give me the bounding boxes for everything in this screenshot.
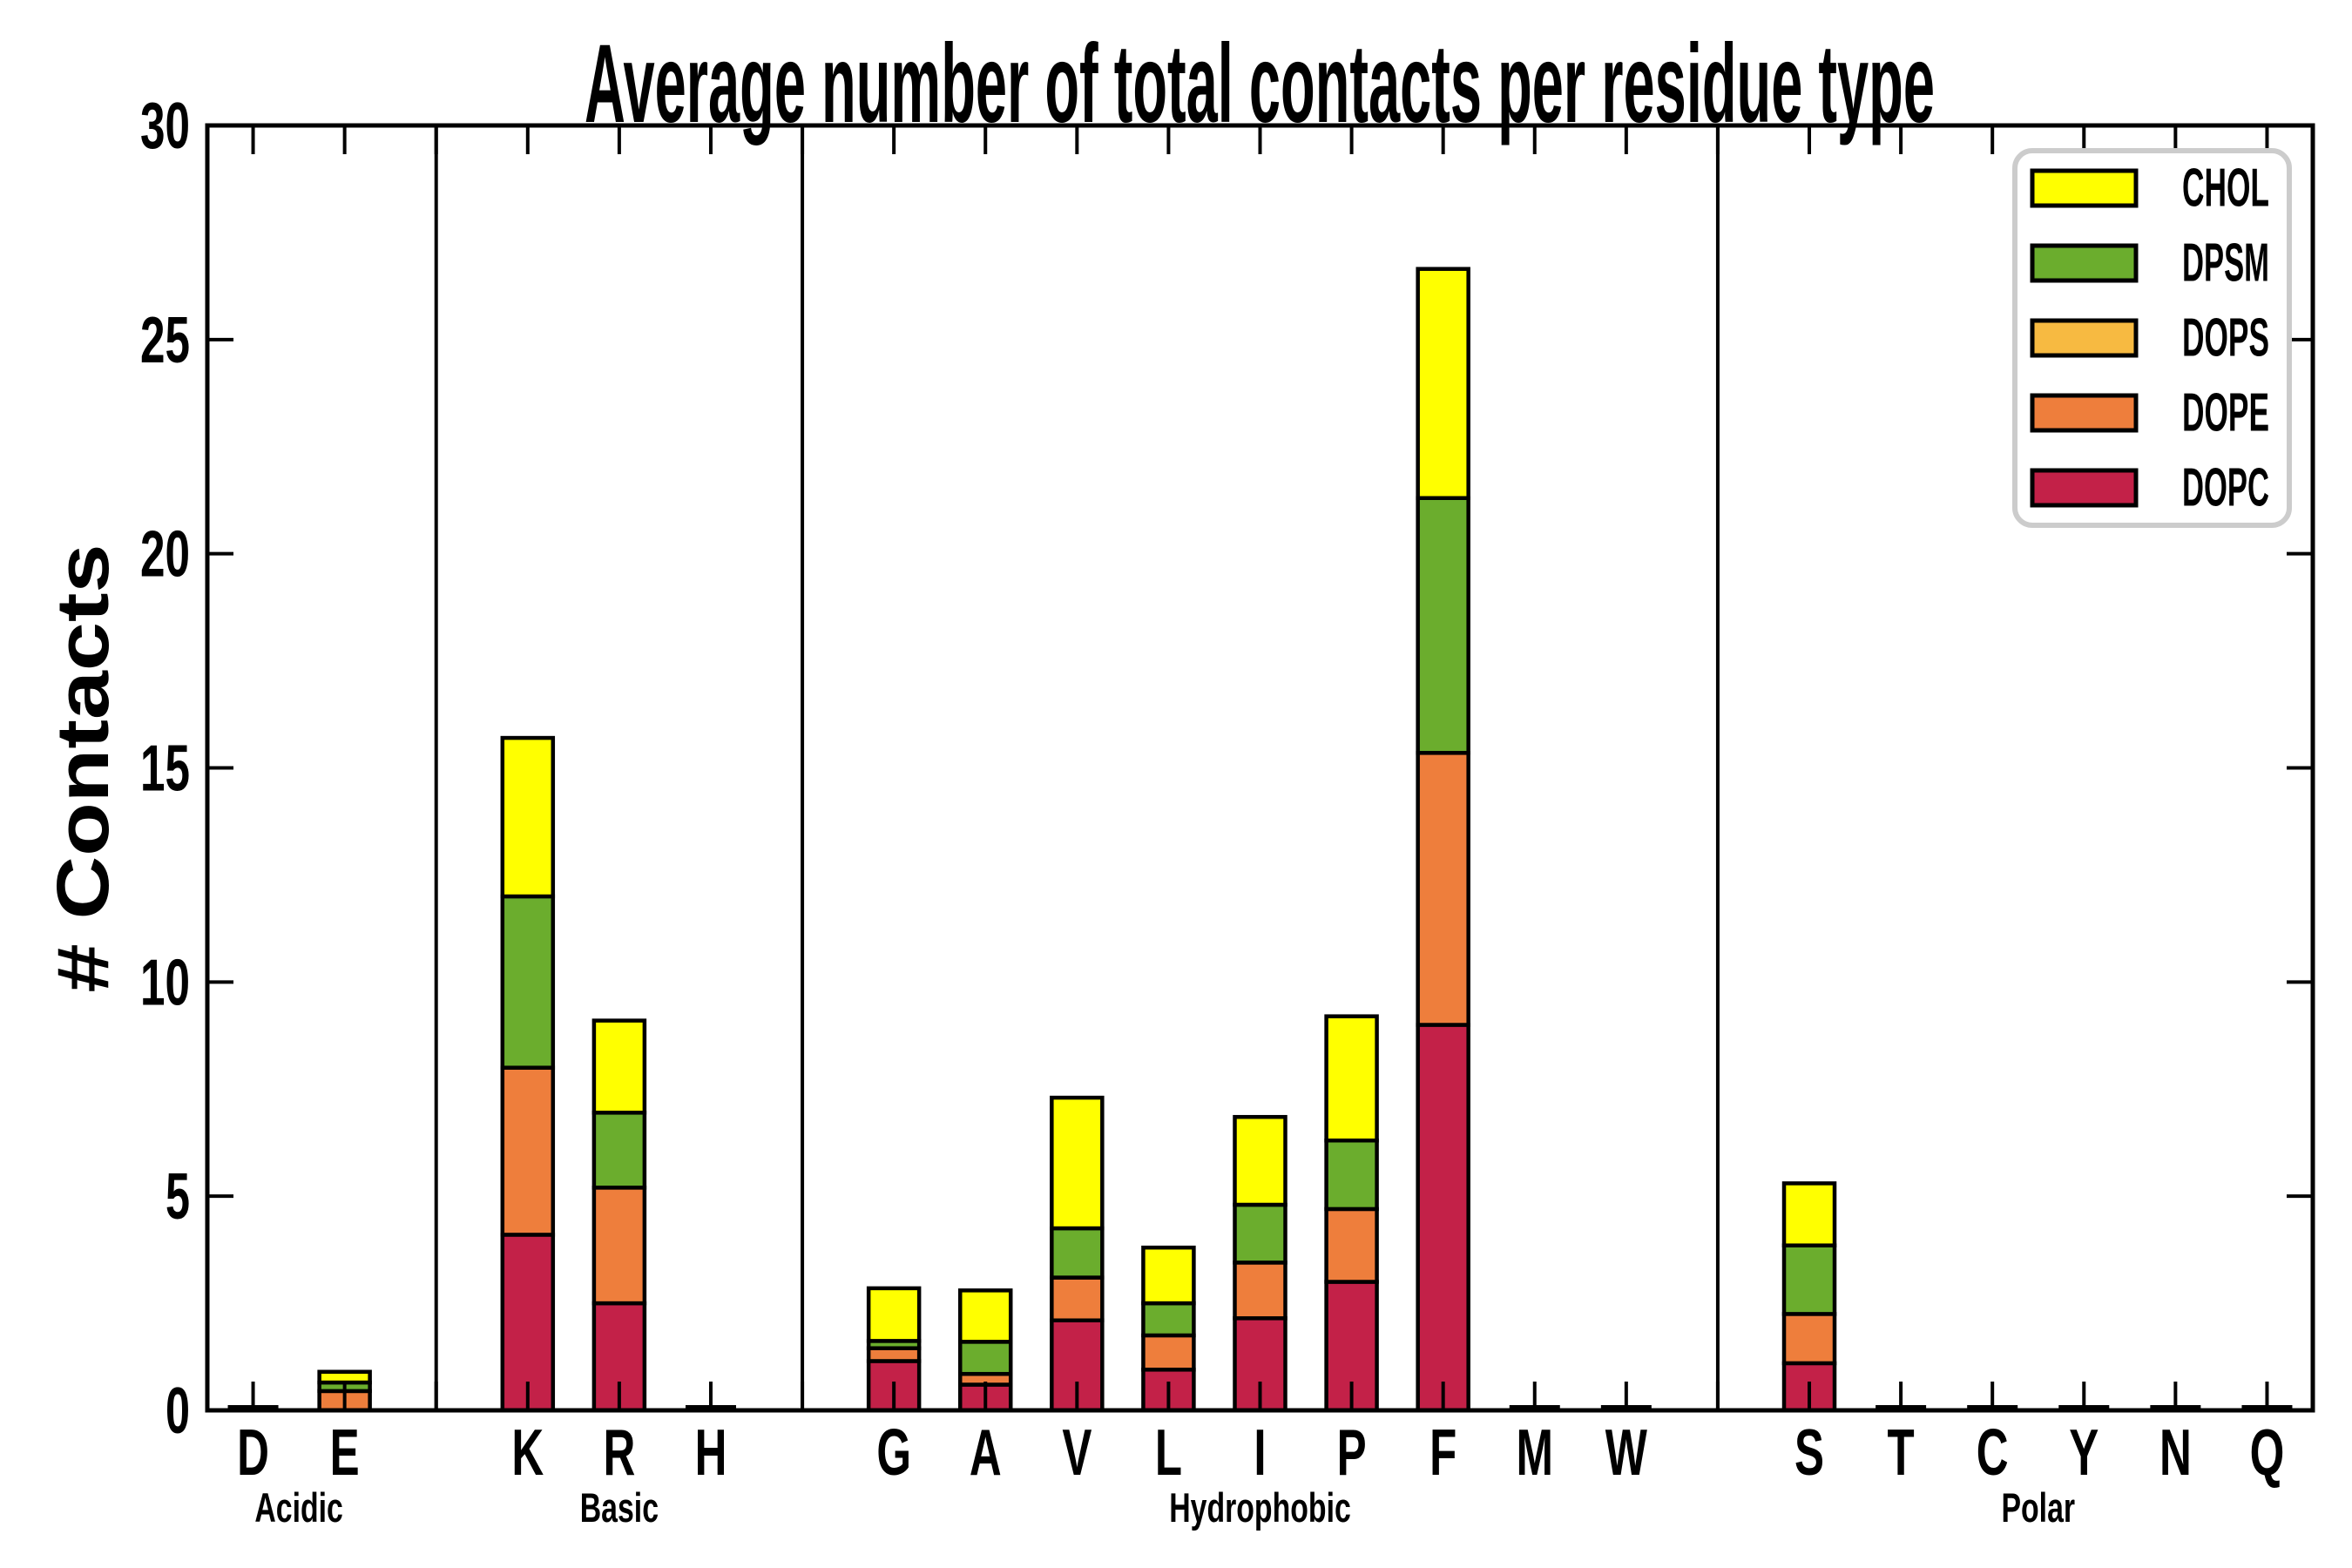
bar-segment-E-CHOL <box>317 1369 372 1385</box>
y-tick-label-0: 0 <box>166 1374 190 1447</box>
bar-segment-K-DPSM <box>500 894 556 1070</box>
bar-segment-K-DOPC <box>500 1233 556 1413</box>
legend-swatch-DOPE <box>2030 393 2139 433</box>
bar-segment-A-CHOL <box>957 1288 1013 1344</box>
group-label-basic: Basic <box>580 1485 659 1531</box>
y-tick-labels: 0 5 10 15 20 25 30 <box>140 89 190 1447</box>
group-separators <box>434 125 1720 1410</box>
legend-swatch-DOPS <box>2030 318 2139 358</box>
x-label-A: A <box>970 1416 1002 1489</box>
bar-segment-I-DOPE <box>1233 1260 1288 1321</box>
y-axis-label-group: # Contacts <box>42 544 124 993</box>
x-label-W: W <box>1605 1416 1648 1489</box>
x-label-N: N <box>2159 1416 2192 1489</box>
x-label-G: G <box>876 1416 911 1489</box>
bar-segment-R-DPSM <box>591 1111 647 1190</box>
x-label-H: H <box>695 1416 727 1489</box>
y-tick-label-10: 10 <box>140 945 190 1018</box>
x-label-R: R <box>603 1416 635 1489</box>
x-label-S: S <box>1794 1416 1824 1489</box>
x-label-D: D <box>237 1416 269 1489</box>
bars <box>227 267 2293 1413</box>
bar-segment-R-CHOL <box>591 1018 647 1115</box>
legend-label-DOPE: DOPE <box>2182 383 2269 443</box>
x-label-I: I <box>1254 1416 1266 1489</box>
bar-segment-F-DOPC <box>1416 1023 1470 1413</box>
bar-segment-L-DOPE <box>1141 1333 1196 1372</box>
x-labels: D E K R H G A V L I P F M W S T C Y N Q Acidic Basic Hydrophob… <box>237 1416 2284 1531</box>
bar-segment-I-DPSM <box>1233 1202 1288 1265</box>
x-label-Q: Q <box>2250 1416 2285 1489</box>
bar-segment-S-DOPE <box>1781 1312 1837 1366</box>
bar-segment-G-CHOL <box>866 1286 922 1343</box>
bar-segment-L-CHOL <box>1141 1245 1196 1306</box>
group-label-acidic: Acidic <box>254 1485 343 1531</box>
bar-segment-F-DOPE <box>1416 751 1470 1027</box>
legend: CHOL DPSM DOPS DOPE DOPC <box>2012 148 2292 528</box>
group-label-polar: Polar <box>2001 1485 2075 1531</box>
x-label-K: K <box>511 1416 544 1489</box>
x-label-M: M <box>1517 1416 1553 1489</box>
bar-segment-R-DOPE <box>591 1186 647 1306</box>
bar-segment-F-CHOL <box>1416 267 1470 500</box>
y-tick-label-15: 15 <box>140 732 190 805</box>
x-label-V: V <box>1062 1416 1092 1489</box>
bar-segment-F-DPSM <box>1416 496 1470 755</box>
x-label-F: F <box>1429 1416 1456 1489</box>
y-axis-label: # Contacts <box>42 544 124 993</box>
bar-segment-A-DPSM <box>957 1340 1013 1376</box>
axis-ticks <box>207 124 2313 1412</box>
x-label-P: P <box>1337 1416 1367 1489</box>
y-tick-label-20: 20 <box>140 517 190 591</box>
bar-segment-K-CHOL <box>500 735 556 899</box>
bar-segment-L-DPSM <box>1141 1301 1196 1338</box>
legend-swatch-CHOL <box>2030 168 2139 208</box>
bar-segment-I-CHOL <box>1233 1114 1288 1207</box>
group-label-hydrophobic: Hydrophobic <box>1169 1485 1351 1531</box>
bar-segment-P-CHOL <box>1324 1014 1379 1143</box>
legend-label-CHOL: CHOL <box>2182 159 2269 219</box>
x-label-C: C <box>1977 1416 2009 1489</box>
bar-segment-P-DOPE <box>1324 1206 1379 1284</box>
legend-label-DOPS: DOPS <box>2182 308 2269 368</box>
legend-swatch-DPSM <box>2030 243 2139 283</box>
bar-segment-S-CHOL <box>1781 1181 1837 1247</box>
bar-segment-K-DOPE <box>500 1065 556 1237</box>
x-label-L: L <box>1155 1416 1182 1489</box>
chart-title: Average number of total contacts per res… <box>585 22 1935 146</box>
y-tick-label-25: 25 <box>140 303 190 376</box>
bar-segment-V-DOPE <box>1050 1275 1105 1323</box>
x-label-Y: Y <box>2069 1416 2099 1489</box>
x-label-E: E <box>330 1416 360 1489</box>
legend-swatch-DOPC <box>2030 468 2139 508</box>
y-tick-label-30: 30 <box>140 89 190 162</box>
bar-segment-V-CHOL <box>1050 1095 1105 1231</box>
x-label-T: T <box>1888 1416 1915 1489</box>
y-tick-label-5: 5 <box>166 1159 190 1233</box>
bar-segment-P-DPSM <box>1324 1139 1379 1212</box>
legend-label-DOPC: DOPC <box>2182 458 2269 518</box>
plot-frame <box>205 123 2315 1413</box>
legend-label-DPSM: DPSM <box>2182 233 2269 294</box>
bar-segment-S-DPSM <box>1781 1243 1837 1316</box>
bar-segment-V-DPSM <box>1050 1226 1105 1280</box>
